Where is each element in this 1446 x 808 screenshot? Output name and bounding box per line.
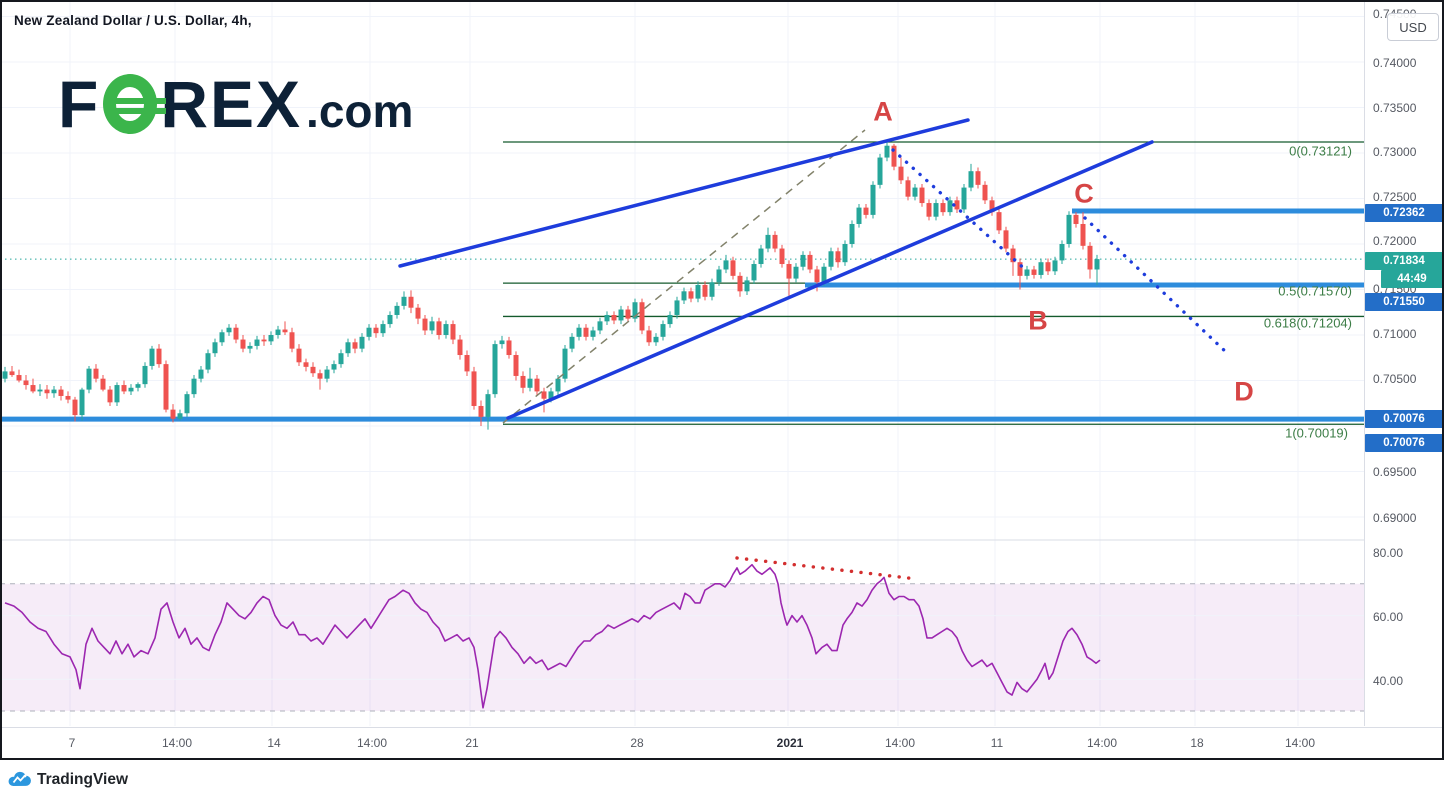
price-axis-tick: 0.69000 xyxy=(1373,511,1417,525)
forex-logo-o-icon xyxy=(103,74,167,134)
price-axis-tick: 0.73000 xyxy=(1373,145,1417,159)
forex-logo-com: .com xyxy=(306,85,414,137)
price-axis-tick: 0.70500 xyxy=(1373,372,1417,386)
wave-letter-A[interactable]: A xyxy=(873,96,893,127)
price-axis[interactable]: 0.745000.740000.735000.730000.725000.720… xyxy=(1364,2,1443,726)
forex-logo-rex: REX xyxy=(160,67,303,141)
time-axis-tick: 14:00 xyxy=(161,736,193,750)
fib-level-label: 0.618(0.71204) xyxy=(1263,315,1352,331)
price-chart-canvas[interactable] xyxy=(0,0,1364,726)
price-axis-badge: 0.70076 xyxy=(1365,434,1443,452)
time-axis-tick: 11 xyxy=(990,736,1004,750)
tradingview-icon xyxy=(8,771,31,787)
time-axis-tick: 28 xyxy=(630,736,644,750)
price-axis-tick: 60.00 xyxy=(1373,610,1404,624)
wave-letter-C[interactable]: C xyxy=(1074,178,1094,209)
fib-level-label: 1(0.70019) xyxy=(1285,425,1348,441)
tradingview-link[interactable]: TradingView xyxy=(8,771,128,789)
price-axis-tick: 0.74000 xyxy=(1373,56,1417,70)
price-axis-badge: 0.71550 xyxy=(1365,293,1443,311)
price-axis-tick: 0.69500 xyxy=(1373,465,1417,479)
time-axis-tick: 14:00 xyxy=(356,736,388,750)
price-axis-badge: 0.71834 xyxy=(1365,252,1443,270)
currency-toggle-button[interactable]: USD xyxy=(1387,13,1439,41)
price-axis-badge: 0.70076 xyxy=(1365,410,1443,428)
forex-logo-f: F xyxy=(58,67,101,141)
fib-level-label: 0(0.73121) xyxy=(1289,143,1352,159)
price-axis-badge: 0.72362 xyxy=(1365,204,1443,222)
price-axis-tick: 0.71000 xyxy=(1373,327,1417,341)
forex-watermark: F REX .com xyxy=(58,70,413,138)
price-axis-tick: 80.00 xyxy=(1373,546,1404,560)
fib-level-label: 0.5(0.71570) xyxy=(1278,283,1352,299)
time-axis-tick: 2021 xyxy=(776,736,804,750)
price-axis-tick: 40.00 xyxy=(1373,674,1404,688)
time-axis-tick: 21 xyxy=(465,736,479,750)
price-axis-tick: 0.72000 xyxy=(1373,234,1417,248)
price-axis-tick: 0.72500 xyxy=(1373,190,1417,204)
time-axis-tick: 14 xyxy=(267,736,281,750)
wave-letter-B[interactable]: B xyxy=(1028,305,1048,336)
attribution-bar: TradingView xyxy=(0,760,1446,808)
time-axis-tick: 18 xyxy=(1190,736,1204,750)
time-axis-tick: 14:00 xyxy=(1086,736,1118,750)
time-axis[interactable]: 7 14:00 14 14:00 21 28 2021 14:00 11 14:00 18 14:00 xyxy=(2,727,1442,758)
symbol-title: New Zealand Dollar / U.S. Dollar, 4h, xyxy=(14,13,252,28)
tradingview-brand: TradingView xyxy=(37,771,129,788)
wave-letter-D[interactable]: D xyxy=(1234,376,1254,407)
price-axis-tick: 0.73500 xyxy=(1373,101,1417,115)
price-axis-badge: 44:49 xyxy=(1381,270,1443,288)
time-axis-tick: 7 xyxy=(68,736,76,750)
time-axis-tick: 14:00 xyxy=(884,736,916,750)
time-axis-tick: 14:00 xyxy=(1284,736,1316,750)
